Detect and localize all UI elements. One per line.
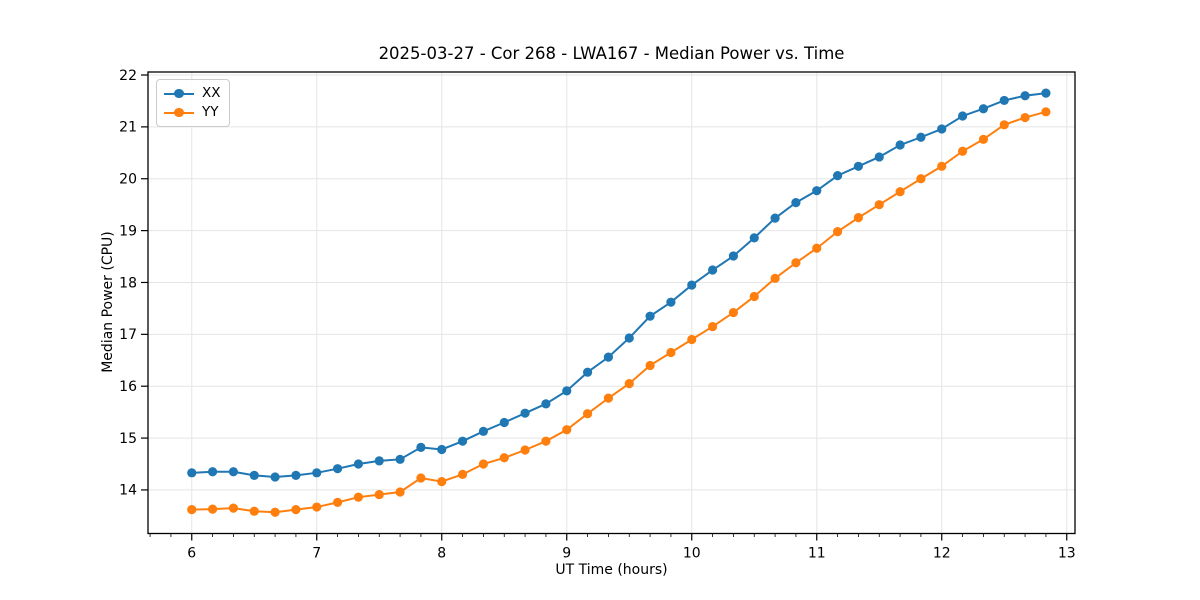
x-tick-label: 8 bbox=[437, 546, 446, 562]
y-tick-label: 22 bbox=[119, 68, 137, 84]
y-tick-label: 18 bbox=[119, 275, 137, 291]
y-tick-label: 15 bbox=[119, 431, 137, 447]
legend-marker-icon bbox=[164, 107, 194, 118]
series-xx-line bbox=[191, 92, 1047, 478]
tick-labels: 6 7 8 9 10 11 12 13 14 15 16 17 18 19 20 21 22 bbox=[119, 68, 1075, 562]
x-tick-label: 6 bbox=[187, 546, 196, 562]
legend-item-yy: YY bbox=[164, 103, 221, 122]
plot-spines bbox=[147, 71, 1076, 535]
legend-label: XX bbox=[202, 85, 221, 101]
x-axis-label: UT Time (hours) bbox=[555, 562, 668, 578]
y-axis-label-text: Median Power (CPU) bbox=[100, 231, 116, 373]
x-tick-label: 11 bbox=[808, 546, 826, 562]
x-tick-label: 13 bbox=[1058, 546, 1076, 562]
x-tick-label: 7 bbox=[312, 546, 321, 562]
y-tick-label: 20 bbox=[119, 172, 137, 188]
legend: XX YY bbox=[156, 79, 230, 127]
chart-title: 2025-03-27 - Cor 268 - LWA167 - Median P… bbox=[378, 44, 845, 63]
y-tick-label: 14 bbox=[119, 483, 137, 499]
x-tick-label: 12 bbox=[933, 546, 951, 562]
series-yy-line bbox=[191, 110, 1047, 514]
x-tick-label: 9 bbox=[562, 546, 571, 562]
series-yy bbox=[187, 107, 1051, 517]
gridlines bbox=[148, 72, 1075, 534]
y-tick-label: 21 bbox=[119, 120, 137, 136]
axis-ticks bbox=[141, 74, 1068, 541]
series-yy-markers bbox=[187, 107, 1051, 517]
series-xx bbox=[187, 88, 1051, 482]
y-tick-label: 17 bbox=[119, 327, 137, 343]
y-tick-label: 19 bbox=[119, 223, 137, 239]
x-tick-label: 10 bbox=[683, 546, 701, 562]
legend-marker-icon bbox=[164, 88, 194, 99]
legend-label: YY bbox=[202, 104, 219, 120]
y-tick-label: 16 bbox=[119, 379, 137, 395]
legend-item-xx: XX bbox=[164, 84, 221, 103]
series-xx-markers bbox=[187, 88, 1051, 482]
